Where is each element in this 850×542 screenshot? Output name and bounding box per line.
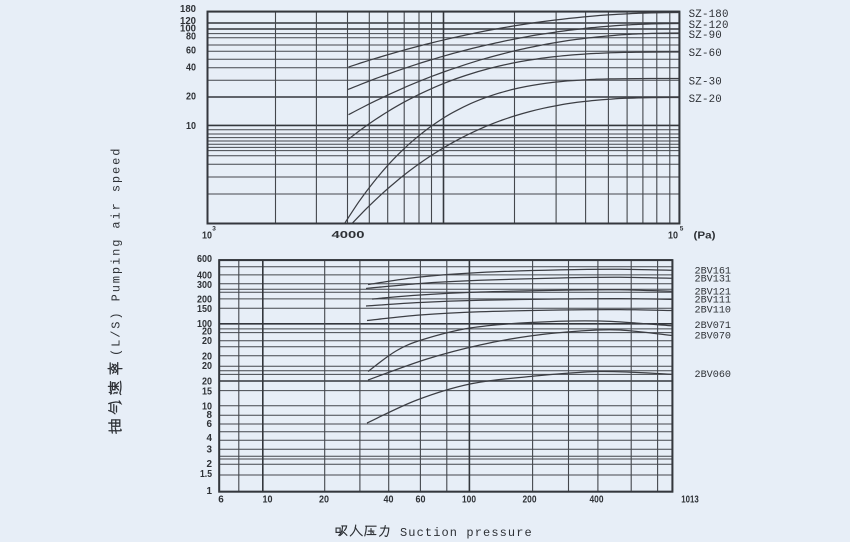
svg-text:20: 20 (202, 375, 212, 387)
svg-text:20: 20 (202, 325, 212, 337)
svg-text:2BV161: 2BV161 (695, 266, 732, 277)
svg-text:10: 10 (186, 120, 196, 132)
svg-text:120: 120 (180, 15, 196, 27)
svg-text:SZ-60: SZ-60 (689, 48, 722, 60)
svg-text:2BV060: 2BV060 (695, 369, 732, 380)
svg-text:200: 200 (523, 494, 537, 506)
svg-text:100: 100 (197, 318, 212, 330)
svg-text:3: 3 (212, 226, 216, 233)
svg-text:SZ-30: SZ-30 (689, 77, 722, 89)
svg-text:600: 600 (197, 253, 212, 265)
svg-text:20: 20 (202, 335, 212, 347)
svg-text:8: 8 (207, 409, 213, 421)
svg-text:5: 5 (680, 226, 684, 233)
svg-text:300: 300 (197, 279, 212, 291)
svg-text:200: 200 (197, 293, 212, 305)
svg-text:2BV111: 2BV111 (695, 294, 732, 305)
svg-text:40: 40 (186, 61, 196, 73)
svg-text:SZ-180: SZ-180 (689, 9, 729, 21)
svg-text:400: 400 (590, 494, 604, 506)
svg-text:400: 400 (197, 269, 212, 281)
svg-text:Suction pressure: Suction pressure (400, 526, 533, 540)
svg-text:20: 20 (202, 360, 212, 372)
svg-text:100: 100 (180, 22, 196, 34)
svg-text:60: 60 (416, 494, 426, 506)
svg-text:2BV071: 2BV071 (695, 320, 732, 331)
svg-text:SZ-120: SZ-120 (689, 20, 729, 32)
svg-text:10: 10 (202, 400, 212, 412)
svg-text:(L/S) Pumping air speed: (L/S) Pumping air speed (110, 147, 124, 356)
svg-text:10: 10 (668, 230, 678, 242)
svg-text:20: 20 (202, 350, 212, 362)
svg-text:60: 60 (186, 45, 196, 57)
svg-text:SZ-90: SZ-90 (689, 30, 722, 42)
svg-text:20: 20 (186, 90, 196, 102)
svg-text:150: 150 (197, 303, 212, 315)
svg-text:2BV121: 2BV121 (695, 287, 732, 298)
svg-text:100: 100 (462, 494, 476, 506)
svg-text:2: 2 (207, 458, 213, 470)
svg-text:1.5: 1.5 (200, 468, 212, 480)
svg-text:SZ-20: SZ-20 (689, 94, 722, 106)
svg-text:4000: 4000 (332, 229, 365, 241)
svg-text:10: 10 (263, 494, 273, 506)
svg-text:(Pa): (Pa) (694, 230, 716, 242)
svg-text:2BV070: 2BV070 (695, 331, 732, 342)
svg-text:2BV110: 2BV110 (695, 305, 732, 316)
svg-text:4: 4 (207, 432, 213, 444)
svg-text:40: 40 (384, 494, 394, 506)
svg-text:180: 180 (180, 3, 196, 15)
svg-text:3: 3 (207, 443, 213, 455)
svg-text:10: 10 (202, 230, 212, 242)
svg-text:6: 6 (207, 418, 213, 430)
svg-text:80: 80 (186, 30, 196, 42)
svg-text:20: 20 (319, 494, 329, 506)
svg-text:1013: 1013 (681, 494, 699, 506)
svg-text:6: 6 (218, 494, 224, 506)
svg-text:15: 15 (202, 385, 212, 397)
svg-text:2BV131: 2BV131 (695, 274, 732, 285)
svg-text:1: 1 (207, 485, 213, 497)
